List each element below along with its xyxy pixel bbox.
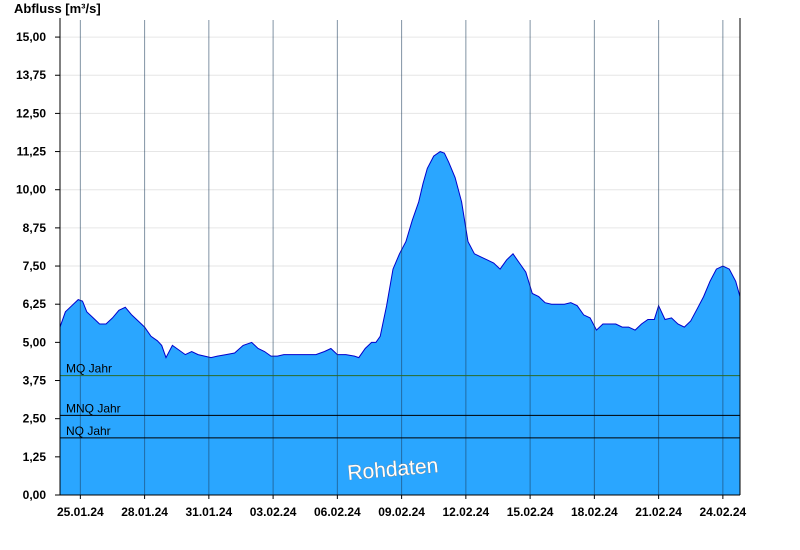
reference-lines: MQ Jahr MNQ Jahr NQ Jahr	[60, 362, 740, 439]
y-tick-label: 12,50	[16, 106, 46, 120]
y-tick-label: 3,75	[23, 374, 47, 388]
x-tick-label: 06.02.24	[314, 505, 361, 519]
y-tick-label: 11,25	[17, 145, 47, 159]
y-tick-label: 0,00	[23, 488, 47, 502]
x-tick-label: 25.01.24	[57, 505, 104, 519]
y-tick-label: 7,50	[23, 259, 47, 273]
x-tick-label: 24.02.24	[700, 505, 747, 519]
x-tick-label: 21.02.24	[635, 505, 682, 519]
x-tick-label: 28.01.24	[121, 505, 168, 519]
discharge-area	[60, 151, 740, 495]
discharge-line	[59, 151, 741, 359]
y-tick-label: 1,25	[23, 450, 47, 464]
y-tick-label: 10,00	[16, 183, 46, 197]
y-tick-label: 15,00	[16, 30, 46, 44]
x-tick-label: 15.02.24	[507, 505, 554, 519]
reference-line-label: NQ Jahr	[66, 424, 111, 438]
tick-labels: 0,00 1,25 2,50 3,75 5,00 6,25 7,50 8,75 10,00 11,…	[16, 30, 747, 519]
x-tick-label: 31.01.24	[185, 505, 232, 519]
area-layer	[59, 151, 741, 495]
y-tick-label: 8,75	[23, 221, 47, 235]
axes	[55, 18, 741, 499]
x-tick-label: 12.02.24	[442, 505, 489, 519]
x-tick-label: 09.02.24	[378, 505, 425, 519]
vertical-gridlines	[79, 20, 724, 495]
reference-line-label: MQ Jahr	[66, 362, 112, 376]
reference-line-label: MNQ Jahr	[66, 401, 121, 415]
y-tick-label: 6,25	[23, 297, 47, 311]
y-axis-title: Abfluss [m³/s]	[14, 1, 101, 16]
y-tick-label: 13,75	[16, 68, 46, 82]
y-tick-label: 2,50	[23, 412, 47, 426]
x-tick-label: 03.02.24	[250, 505, 297, 519]
x-tick-label: 18.02.24	[571, 505, 618, 519]
y-tick-label: 5,00	[23, 335, 47, 349]
